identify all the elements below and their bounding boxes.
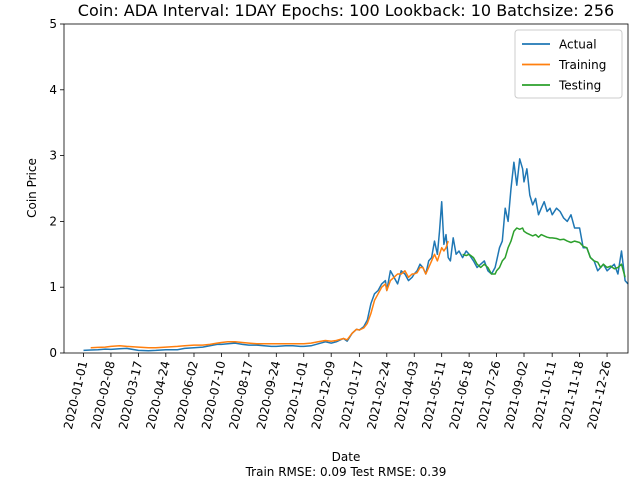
legend-label-training: Training xyxy=(558,58,606,72)
y-tick-label: 0 xyxy=(49,346,57,360)
legend-label-actual: Actual xyxy=(559,38,597,52)
y-tick-label: 4 xyxy=(49,83,57,97)
rmse-caption: Train RMSE: 0.09 Test RMSE: 0.39 xyxy=(245,465,447,479)
y-axis-label: Coin Price xyxy=(25,158,39,218)
legend-box xyxy=(514,29,623,99)
y-tick-label: 1 xyxy=(49,280,57,294)
y-tick-label: 2 xyxy=(49,214,57,228)
series-line-training xyxy=(90,240,449,349)
x-axis-label: Date xyxy=(332,450,361,464)
y-tick-label: 5 xyxy=(49,17,57,31)
legend-label-testing: Testing xyxy=(558,79,601,93)
legend: Actual Training Testing xyxy=(514,29,623,99)
axes-frame xyxy=(63,23,629,354)
series-line-actual xyxy=(83,158,629,352)
chart-title: Coin: ADA Interval: 1DAY Epochs: 100 Loo… xyxy=(78,1,614,20)
series-line-testing xyxy=(462,227,626,278)
y-tick-label: 3 xyxy=(49,149,57,163)
